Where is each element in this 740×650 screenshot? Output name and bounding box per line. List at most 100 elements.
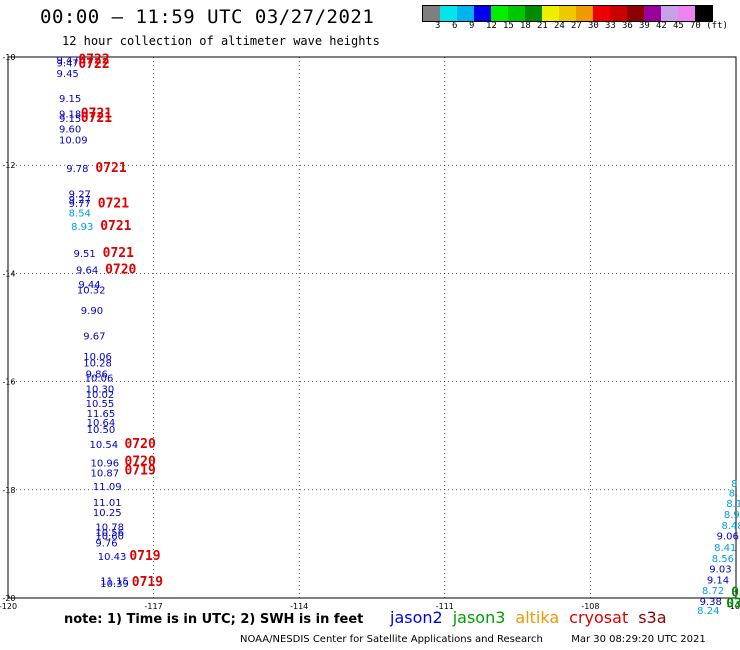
colorbar-label: 24 [554,21,565,31]
pass-time-label: 0721 [100,219,131,234]
lon-tick-label: -120 [0,602,17,611]
swh-value: 10.30 [86,384,115,395]
swh-value: 9.38 [700,597,722,608]
colorbar-label: 9 [469,21,475,31]
credit-text: NOAA/NESDIS Center for Satellite Applica… [240,634,543,645]
pass-time-label: 0721 [81,107,112,122]
swh-value: 9.15 [59,114,81,125]
colorbar-label: 6 [452,21,458,31]
lon-tick-label: -117 [145,602,163,611]
colorbar-swatch [423,6,440,21]
pass-time-label: 0719 [124,464,155,479]
swh-value: 10.64 [87,418,116,429]
swh-value: 9.14 [707,575,729,586]
colorbar-label: 18 [520,21,531,31]
pass-time-label: 0720 [105,262,136,277]
colorbar-label: 30 [588,21,599,31]
swh-value: 10.25 [93,508,122,519]
swh-value: 10.54 [90,440,119,451]
colorbar-swatch [661,6,678,21]
page-title: 00:00 — 11:59 UTC 03/27/2021 [40,6,375,28]
swh-value: 10.06 [85,374,114,385]
pass-time-label: 0719 [129,549,160,564]
colorbar-label: 70 (ft) [690,21,728,31]
swh-value: 9.47 [57,55,79,66]
lon-tick-label: -114 [290,602,308,611]
swh-value: 9.77 [69,199,91,210]
pass-time-label: 0722 [78,57,109,72]
legend-entry-cryosat: cryosat [569,608,629,627]
pass-time-label: 03 [726,597,740,612]
swh-value: 11.09 [93,482,122,493]
swh-value: 11.15 [100,576,129,587]
legend-entry-altika: altika [515,608,560,627]
swh-value: 9.86 [86,369,108,380]
pass-time-label: 0721 [81,111,112,126]
colorbar-swatch [627,6,644,21]
map-border [7,56,737,599]
wave-height-colorbar [422,5,713,22]
swh-value: 9.60 [59,125,81,136]
lon-tick-label: -108 [581,602,599,611]
swh-value: 9.03 [709,565,731,576]
colorbar-swatch [576,6,593,21]
swh-value: 8. [729,488,739,499]
swh-value: 9.06 [717,532,739,543]
colorbar-label: 42 [656,21,667,31]
swh-value: 8.54 [69,209,91,220]
swh-value: 8.1 [726,499,740,510]
swh-labels: 9.479.479.459.159.189.159.6010.099.789.2… [57,55,740,617]
axis-tick-labels: -120 -117 -114 -111 -108 -105 -10 -12 -14 -16 -18 -… [0,53,740,611]
swh-value: 10.96 [91,459,120,470]
time-labels: 0722072207210721072107210721072107200720… [78,52,740,611]
swh-value: 11.65 [87,409,116,420]
pass-time-label: 0722 [78,52,109,67]
swh-value: 10.78 [95,522,124,533]
credit-line: NOAA/NESDIS Center for Satellite Applica… [240,634,706,645]
colorbar-swatch [440,6,457,21]
satellite-legend: jason2 jason3 altika cryosat s3a [390,608,677,627]
colorbar-label: 27 [571,21,582,31]
colorbar-label: 21 [537,21,548,31]
swh-value: 9.15 [59,94,81,105]
swh-value: 8.56 [712,554,734,565]
swh-value: 9.44 [78,280,100,291]
legend-entry-s3a: s3a [638,608,667,627]
swh-value: 10.60 [95,532,124,543]
lon-tick-label: -111 [436,602,454,611]
colorbar-label: 12 [486,21,497,31]
page-subtitle: 12 hour collection of altimeter wave hei… [62,34,380,48]
colorbar-swatch [474,6,491,21]
lat-tick-label: -12 [2,161,15,170]
swh-value: 9.27 [69,195,91,206]
swh-value: 9.90 [81,306,103,317]
pass-time-label: 03 [731,585,740,600]
swh-value: 8.24 [697,606,719,617]
pass-time-label: 0721 [103,246,134,261]
swh-value: 9.27 [69,190,91,201]
lat-tick-label: -14 [2,269,15,278]
swh-value: 10.09 [59,136,88,147]
swh-value: 10.87 [91,468,120,479]
swh-value: 9.18 [59,110,81,121]
pass-time-label: 0720 [124,437,155,452]
lat-tick-label: -18 [2,486,15,495]
colorbar-swatch [593,6,610,21]
swh-value: 10.28 [83,358,112,369]
swh-value: 9.78 [66,164,88,175]
swh-value: 10.02 [86,390,115,401]
swh-value: 10.55 [86,399,115,410]
swh-value: 9.76 [95,539,117,550]
swh-value: 8.93 [71,222,93,233]
swh-value: 10.43 [98,552,127,563]
swh-value: 10.39 [100,579,129,590]
legend-entry-jason3: jason3 [452,608,506,627]
swh-value: 10.56 [95,528,124,539]
swh-value: 10.06 [83,352,112,363]
lat-tick-label: -16 [2,378,15,387]
colorbar-swatch [559,6,576,21]
swh-value: 10.32 [77,285,106,296]
colorbar-swatch [491,6,508,21]
generated-timestamp: Mar 30 08:29:20 UTC 2021 [571,634,706,645]
swh-value: 10.50 [87,425,116,436]
